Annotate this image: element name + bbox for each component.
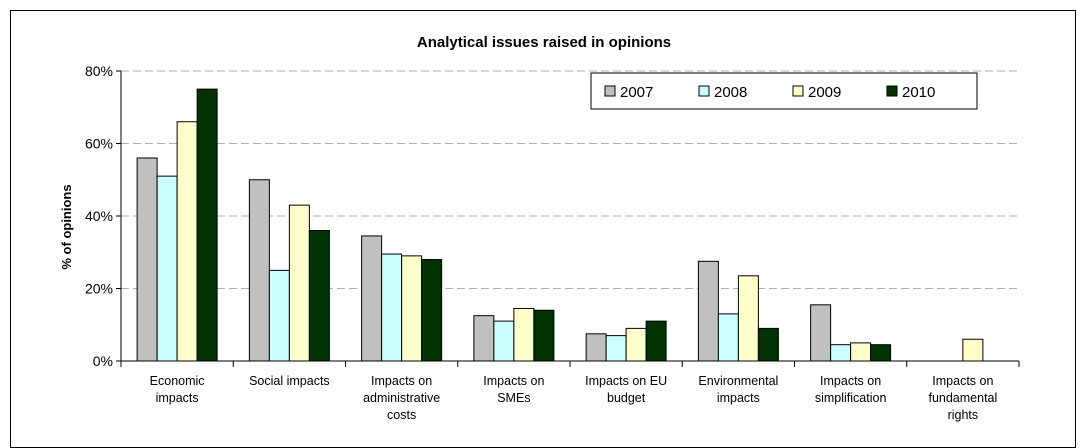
legend-box: [590, 72, 978, 110]
bar-2010: [421, 259, 443, 362]
bar-2007: [810, 304, 832, 362]
bar-2007: [697, 260, 719, 362]
category-label: Impacts on simplification: [815, 374, 887, 405]
category-label: Impacts on administrative costs: [363, 374, 440, 422]
bar-2007: [585, 333, 607, 362]
y-tick-label: 0%: [93, 353, 113, 369]
legend-swatch: [792, 85, 804, 97]
bar-2008: [605, 335, 627, 362]
chart-frame: Analytical issues raised in opinions % o…: [10, 10, 1076, 448]
category-label-line: Impacts on: [483, 374, 544, 388]
bar-2009: [737, 275, 759, 362]
legend-swatch: [604, 85, 616, 97]
category-label-line: simplification: [815, 391, 887, 405]
bar-2009: [962, 338, 984, 362]
legend-swatch: [698, 85, 710, 97]
category-label-line: costs: [387, 408, 416, 422]
bars: [136, 88, 984, 362]
legend: 2007 2008 2009 2010: [590, 72, 978, 110]
y-axis-label: % of opinions: [59, 184, 74, 269]
y-tick-label: 40%: [85, 208, 113, 224]
category-label-line: SMEs: [497, 391, 530, 405]
category-labels: Economic impacts Social impacts Impacts on a…: [150, 374, 998, 422]
bar-2010: [870, 344, 892, 362]
bar-2008: [493, 320, 515, 362]
bar-2009: [176, 121, 198, 362]
axes: 0% 20% 40% 60% 80%: [85, 63, 1020, 369]
bar-2009: [401, 255, 423, 362]
category-label-line: impacts: [156, 391, 199, 405]
legend-label: 2009: [808, 84, 841, 101]
bar-2009: [513, 307, 535, 362]
category-label-line: budget: [607, 391, 646, 405]
category-label: Social impacts: [249, 374, 330, 388]
category-label-line: impacts: [717, 391, 760, 405]
category-label: Environmental impacts: [698, 374, 778, 405]
category-label: Economic impacts: [150, 374, 205, 405]
chart-svg: Analytical issues raised in opinions % o…: [59, 34, 1020, 422]
category-label: Impacts on SMEs: [483, 374, 544, 405]
bar-2007: [473, 315, 495, 362]
grid-lines: [121, 70, 1019, 289]
bar-2009: [850, 342, 872, 362]
bar-2010: [757, 327, 779, 362]
legend-swatch: [886, 85, 898, 97]
bar-2007: [361, 235, 383, 362]
bar-2010: [196, 88, 218, 362]
category-label-line: Impacts on EU: [585, 374, 667, 388]
category-label-line: Impacts on: [820, 374, 881, 388]
bar-2008: [156, 175, 178, 362]
category-label-line: fundamental: [928, 391, 997, 405]
legend-label: 2008: [714, 84, 747, 101]
bar-2007: [136, 157, 158, 362]
chart-title: Analytical issues raised in opinions: [417, 34, 671, 51]
category-label-line: Impacts on: [371, 374, 432, 388]
category-label-line: Environmental: [698, 374, 778, 388]
legend-label: 2010: [902, 84, 935, 101]
bar-2008: [717, 313, 739, 362]
bar-2010: [645, 320, 667, 362]
bar-2010: [533, 309, 555, 362]
legend-label: 2007: [620, 84, 653, 101]
y-tick-label: 60%: [85, 136, 113, 152]
bar-2008: [830, 344, 852, 362]
bar-2010: [308, 230, 330, 362]
category-label-line: administrative: [363, 391, 440, 405]
category-label-line: Economic: [150, 374, 205, 388]
bar-2007: [248, 179, 270, 362]
category-label: Impacts on EU budget: [585, 374, 667, 405]
category-label-line: Impacts on: [932, 374, 993, 388]
category-label-line: Social impacts: [249, 374, 330, 388]
bar-2008: [268, 269, 290, 362]
y-tick-label: 20%: [85, 281, 113, 297]
bar-2009: [625, 327, 647, 362]
category-label-line: rights: [948, 408, 979, 422]
y-tick-label: 80%: [85, 63, 113, 79]
bar-2009: [288, 204, 310, 362]
bar-2008: [381, 253, 403, 362]
category-label: Impacts on fundamental rights: [928, 374, 997, 422]
